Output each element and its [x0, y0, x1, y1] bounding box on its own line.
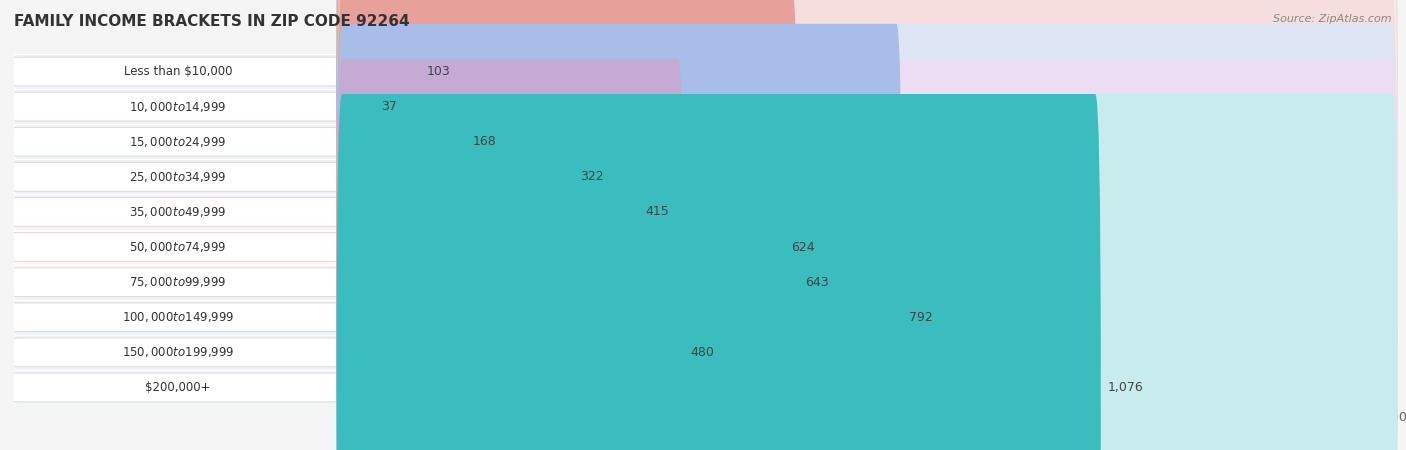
FancyBboxPatch shape	[4, 57, 349, 86]
Text: 322: 322	[581, 171, 603, 183]
Text: 624: 624	[792, 241, 815, 253]
FancyBboxPatch shape	[4, 338, 349, 367]
FancyBboxPatch shape	[4, 303, 349, 332]
Bar	[342, 89, 1392, 124]
Bar	[342, 194, 1392, 230]
Text: 792: 792	[910, 311, 932, 324]
FancyBboxPatch shape	[336, 0, 574, 450]
Bar	[14, 89, 342, 124]
FancyBboxPatch shape	[336, 0, 797, 450]
FancyBboxPatch shape	[336, 94, 1101, 450]
Text: $50,000 to $74,999: $50,000 to $74,999	[129, 240, 226, 254]
FancyBboxPatch shape	[4, 198, 349, 226]
Text: 103: 103	[427, 65, 450, 78]
FancyBboxPatch shape	[336, 0, 1398, 450]
FancyBboxPatch shape	[336, 59, 683, 450]
Bar	[14, 370, 342, 405]
Text: $75,000 to $99,999: $75,000 to $99,999	[129, 275, 226, 289]
Bar	[342, 300, 1392, 335]
Bar	[342, 230, 1392, 265]
Bar	[14, 335, 342, 370]
FancyBboxPatch shape	[336, 59, 1398, 450]
FancyBboxPatch shape	[336, 0, 1398, 450]
FancyBboxPatch shape	[4, 92, 349, 121]
FancyBboxPatch shape	[336, 0, 374, 400]
Bar	[342, 335, 1392, 370]
Bar	[342, 159, 1392, 194]
Text: $15,000 to $24,999: $15,000 to $24,999	[129, 135, 226, 149]
Text: 415: 415	[645, 206, 669, 218]
FancyBboxPatch shape	[336, 0, 1398, 400]
Text: $35,000 to $49,999: $35,000 to $49,999	[129, 205, 226, 219]
Text: $100,000 to $149,999: $100,000 to $149,999	[122, 310, 235, 324]
FancyBboxPatch shape	[336, 0, 785, 450]
FancyBboxPatch shape	[4, 373, 349, 402]
Bar	[14, 265, 342, 300]
FancyBboxPatch shape	[336, 0, 465, 435]
FancyBboxPatch shape	[336, 24, 903, 450]
Text: Source: ZipAtlas.com: Source: ZipAtlas.com	[1274, 14, 1392, 23]
FancyBboxPatch shape	[336, 0, 420, 365]
Bar	[342, 265, 1392, 300]
FancyBboxPatch shape	[4, 127, 349, 156]
Text: Less than $10,000: Less than $10,000	[124, 65, 232, 78]
Bar	[342, 124, 1392, 159]
Text: FAMILY INCOME BRACKETS IN ZIP CODE 92264: FAMILY INCOME BRACKETS IN ZIP CODE 92264	[14, 14, 409, 28]
Text: $150,000 to $199,999: $150,000 to $199,999	[122, 345, 235, 360]
Bar	[342, 370, 1392, 405]
Text: 1,076: 1,076	[1108, 381, 1143, 394]
Bar	[14, 300, 342, 335]
FancyBboxPatch shape	[336, 0, 1398, 365]
Text: $200,000+: $200,000+	[145, 381, 211, 394]
FancyBboxPatch shape	[336, 0, 1398, 450]
Bar	[14, 159, 342, 194]
FancyBboxPatch shape	[4, 268, 349, 297]
Text: 643: 643	[804, 276, 828, 288]
FancyBboxPatch shape	[336, 0, 638, 450]
Text: $25,000 to $34,999: $25,000 to $34,999	[129, 170, 226, 184]
Text: 480: 480	[690, 346, 714, 359]
FancyBboxPatch shape	[336, 0, 1398, 450]
Bar	[14, 230, 342, 265]
Text: 37: 37	[381, 100, 396, 113]
Bar	[342, 54, 1392, 89]
Text: 168: 168	[472, 135, 496, 148]
FancyBboxPatch shape	[336, 0, 1398, 435]
FancyBboxPatch shape	[336, 24, 1398, 450]
FancyBboxPatch shape	[4, 162, 349, 191]
Bar	[14, 54, 342, 89]
Bar	[14, 194, 342, 230]
FancyBboxPatch shape	[336, 94, 1398, 450]
FancyBboxPatch shape	[4, 233, 349, 261]
Bar	[14, 124, 342, 159]
Text: $10,000 to $14,999: $10,000 to $14,999	[129, 99, 226, 114]
